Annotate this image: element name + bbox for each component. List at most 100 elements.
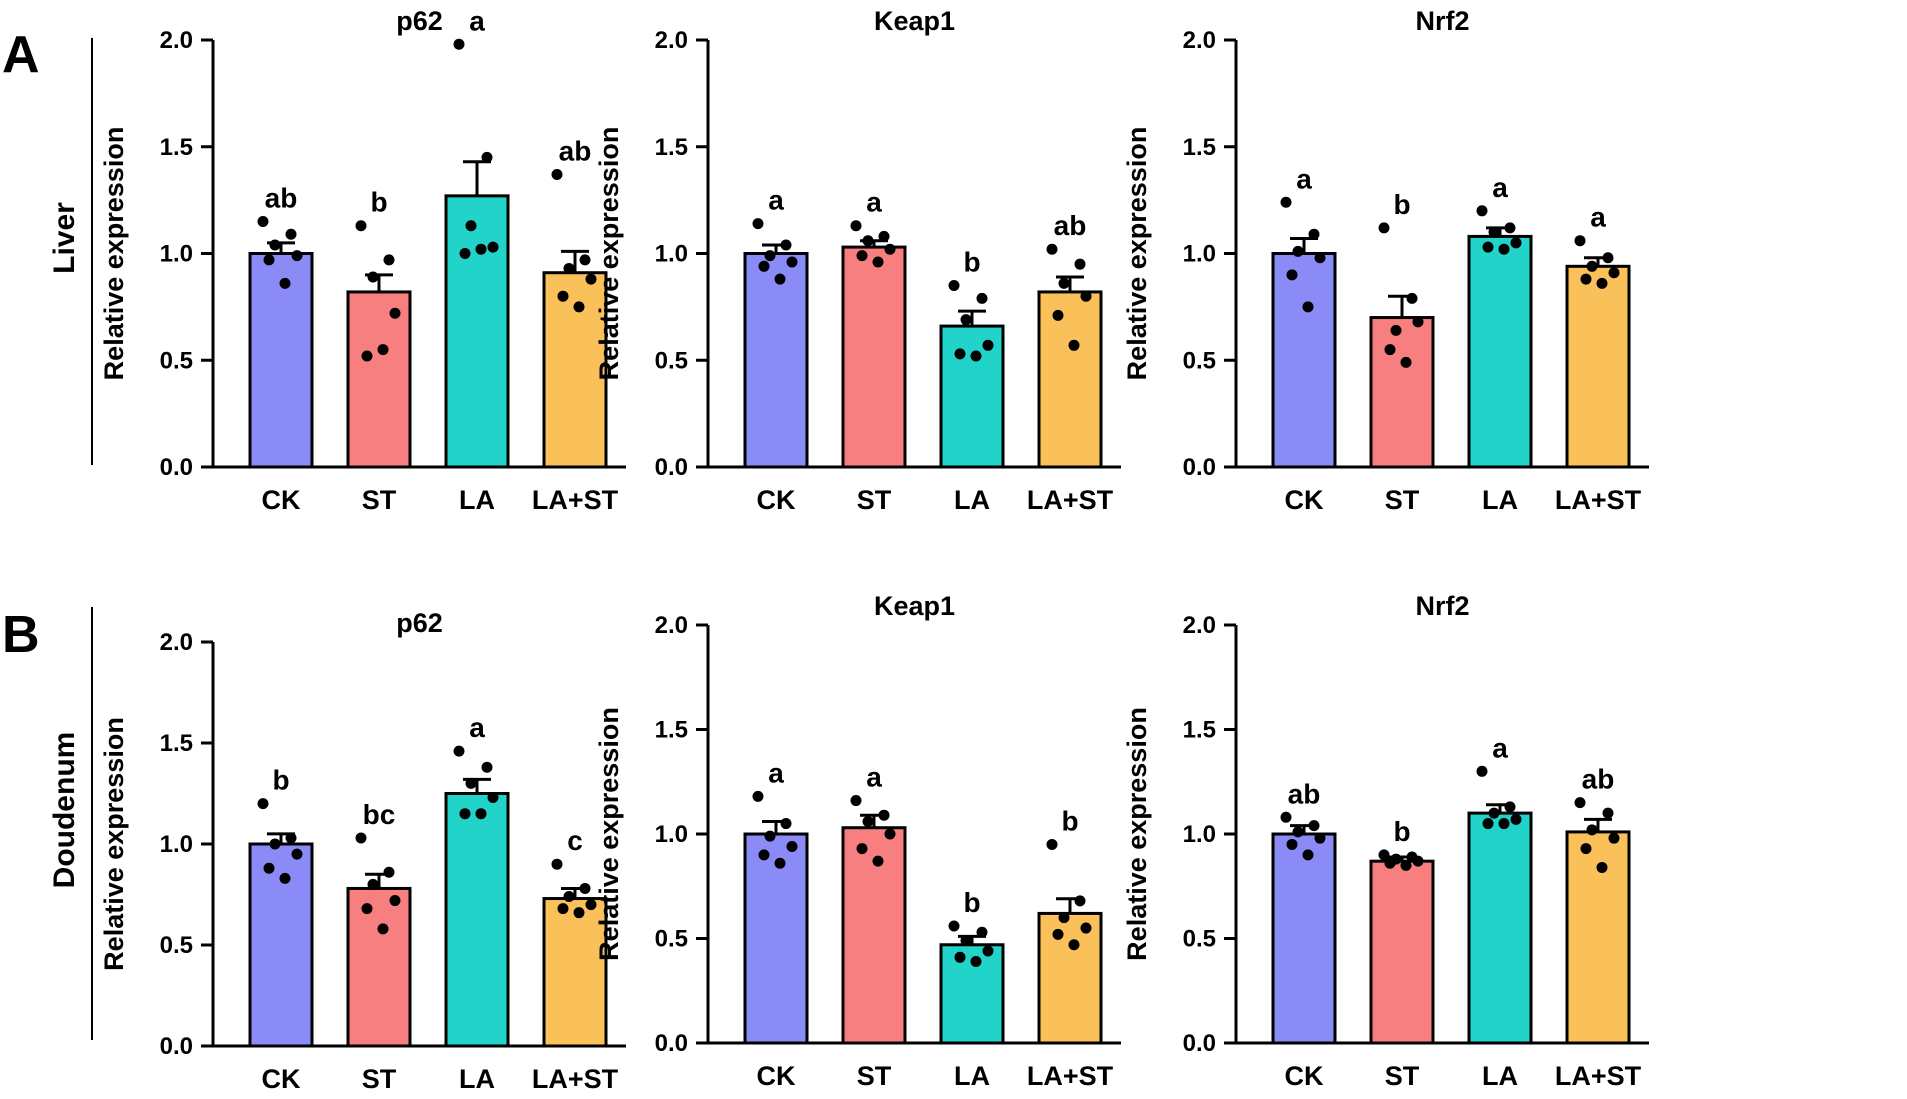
significance-label: b bbox=[272, 765, 289, 796]
x-tick-label: LA+ST bbox=[532, 1064, 619, 1094]
bar-la bbox=[939, 324, 1005, 469]
data-point bbox=[367, 271, 379, 283]
significance-label: b bbox=[370, 187, 387, 218]
x-tick-label: LA bbox=[459, 485, 495, 515]
y-tick-label: 0.5 bbox=[160, 932, 193, 959]
data-point bbox=[285, 228, 297, 240]
data-point bbox=[487, 792, 499, 804]
significance-label: a bbox=[768, 185, 784, 216]
bar-la-st bbox=[1037, 911, 1103, 1045]
y-tick-label: 1.5 bbox=[1183, 717, 1216, 744]
bar-la-st bbox=[542, 897, 608, 1048]
data-point bbox=[764, 250, 776, 262]
data-point bbox=[1058, 277, 1070, 289]
y-tick-label: 0.5 bbox=[655, 347, 688, 374]
data-point bbox=[764, 830, 776, 842]
chart-liver-nrf2: Nrf2 Relative expression 0.0 0.5 1.0 1.5 2.0 a C… bbox=[1122, 6, 1649, 515]
data-point bbox=[475, 243, 487, 255]
data-point bbox=[1046, 243, 1058, 255]
y-tick-label: 1.5 bbox=[160, 730, 193, 757]
x-tick-label: CK bbox=[1285, 1061, 1324, 1091]
bar-la bbox=[1467, 811, 1533, 1045]
y-tick-label: 0.0 bbox=[160, 454, 193, 481]
data-point bbox=[1378, 849, 1390, 861]
y-axis-label: Relative expression bbox=[1122, 707, 1152, 961]
data-point bbox=[780, 239, 792, 251]
data-point bbox=[1068, 939, 1080, 951]
data-point bbox=[1488, 226, 1500, 238]
y-axis-label: Relative expression bbox=[594, 127, 624, 381]
data-point bbox=[1608, 832, 1620, 844]
data-point bbox=[1302, 301, 1314, 313]
data-point bbox=[982, 945, 994, 957]
data-point bbox=[1608, 267, 1620, 279]
bar-ck bbox=[248, 842, 314, 1048]
data-point bbox=[752, 218, 764, 230]
y-tick-label: 0.5 bbox=[1183, 347, 1216, 374]
x-tick-label: LA bbox=[459, 1064, 495, 1094]
data-point bbox=[1314, 832, 1326, 844]
data-point bbox=[257, 798, 269, 810]
chart-title: Keap1 bbox=[874, 6, 955, 36]
data-point bbox=[291, 250, 303, 262]
y-tick-label: 1.0 bbox=[655, 241, 688, 268]
y-tick-label: 2.0 bbox=[160, 27, 193, 54]
data-point bbox=[970, 350, 982, 362]
y-tick-label: 0.5 bbox=[1183, 926, 1216, 953]
bar-la-st bbox=[1565, 264, 1631, 469]
y-tick-label: 2.0 bbox=[655, 27, 688, 54]
data-point bbox=[257, 215, 269, 227]
x-tick-label: ST bbox=[1385, 1061, 1420, 1091]
x-tick-label: LA bbox=[954, 1061, 990, 1091]
significance-label: a bbox=[1296, 163, 1312, 194]
y-tick-label: 1.5 bbox=[655, 134, 688, 161]
x-tick-label: CK bbox=[757, 485, 796, 515]
data-point bbox=[1280, 196, 1292, 208]
data-point bbox=[557, 290, 569, 302]
data-point bbox=[1378, 222, 1390, 234]
data-point bbox=[1596, 861, 1608, 873]
data-point bbox=[355, 832, 367, 844]
data-point bbox=[585, 273, 597, 285]
y-tick-label: 1.0 bbox=[160, 241, 193, 268]
data-point bbox=[481, 761, 493, 773]
data-point bbox=[475, 808, 487, 820]
data-point bbox=[872, 256, 884, 268]
x-tick-label: LA+ST bbox=[1555, 1061, 1642, 1091]
bar-ck bbox=[743, 832, 809, 1045]
data-point bbox=[970, 955, 982, 967]
x-tick-label: LA bbox=[954, 485, 990, 515]
data-point bbox=[1286, 269, 1298, 281]
significance-label: b bbox=[963, 247, 980, 278]
significance-label: b bbox=[1393, 189, 1410, 220]
data-point bbox=[453, 38, 465, 50]
data-point bbox=[465, 777, 477, 789]
bar-st bbox=[841, 245, 907, 469]
data-point bbox=[1510, 813, 1522, 825]
data-point bbox=[1052, 309, 1064, 321]
data-point bbox=[361, 903, 373, 915]
data-point bbox=[1046, 838, 1058, 850]
data-point bbox=[1080, 290, 1092, 302]
data-point bbox=[377, 923, 389, 935]
data-point bbox=[269, 239, 281, 251]
x-tick-label: ST bbox=[857, 1061, 892, 1091]
significance-label: b bbox=[1393, 816, 1410, 847]
x-tick-label: ST bbox=[362, 485, 397, 515]
data-point bbox=[976, 926, 988, 938]
y-axis-label: Relative expression bbox=[99, 127, 129, 381]
data-point bbox=[1390, 324, 1402, 336]
data-point bbox=[774, 273, 786, 285]
data-point bbox=[579, 254, 591, 266]
data-point bbox=[872, 855, 884, 867]
data-point bbox=[279, 872, 291, 884]
x-tick-label: CK bbox=[1285, 485, 1324, 515]
data-point bbox=[585, 899, 597, 911]
data-point bbox=[948, 280, 960, 292]
data-point bbox=[862, 815, 874, 827]
x-tick-label: ST bbox=[362, 1064, 397, 1094]
chart-title: Nrf2 bbox=[1415, 6, 1469, 36]
y-tick-label: 0.0 bbox=[655, 454, 688, 481]
data-point bbox=[487, 241, 499, 253]
data-point bbox=[1482, 818, 1494, 830]
